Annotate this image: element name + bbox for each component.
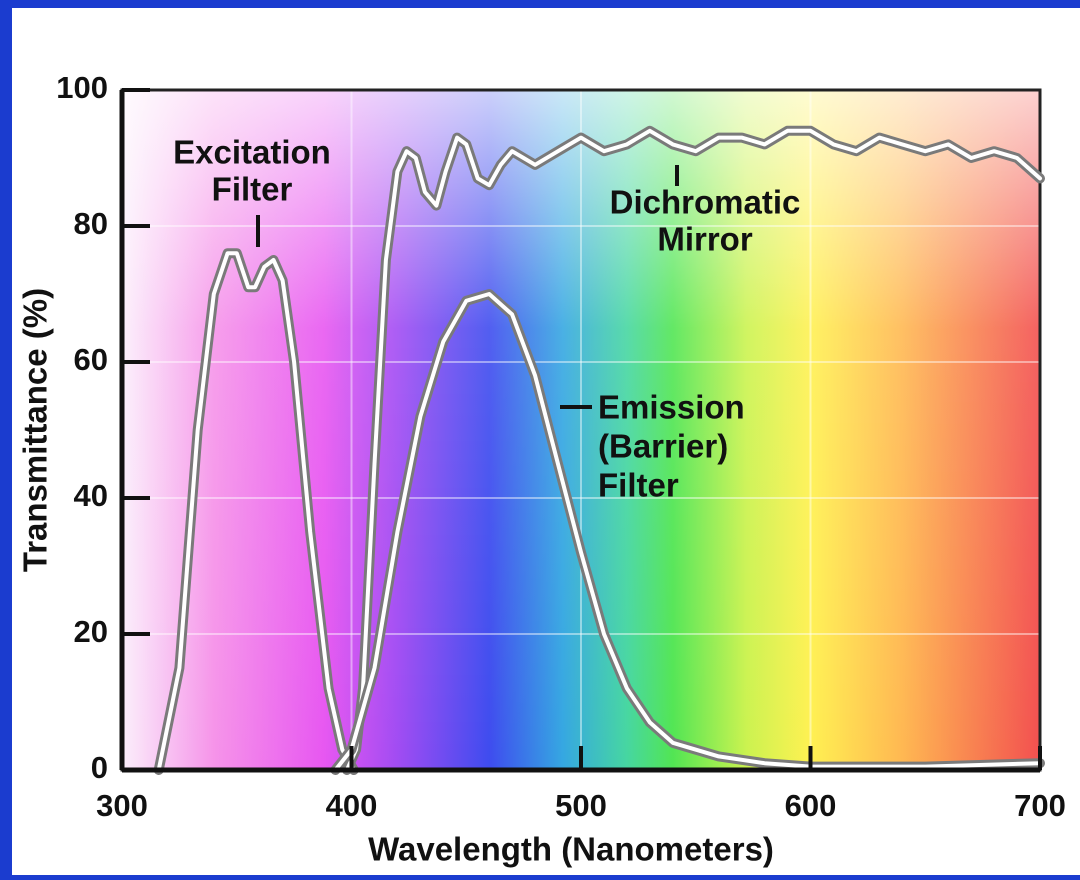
y-tick-label: 0 (91, 750, 108, 785)
y-tick-label: 100 (56, 70, 108, 105)
y-tick-label: 20 (74, 614, 108, 649)
x-tick-label: 600 (785, 788, 837, 823)
annotation: Emission (598, 389, 745, 426)
x-axis-title: Wavelength (Nanometers) (368, 831, 774, 868)
chart: 0 20 40 60 80 100 300 400 500 600 700 Wavelength (N… (0, 0, 1080, 875)
page: {"chart_data": { "type": "line", "xlabel… (0, 0, 1080, 875)
y-axis-title: Transmittance (%) (17, 288, 54, 572)
annotation: (Barrier) (598, 428, 728, 465)
annotation: Mirror (657, 221, 753, 258)
x-tick-label: 500 (555, 788, 607, 823)
annotation: Filter (212, 171, 293, 208)
x-tick-label: 300 (96, 788, 148, 823)
x-tick-label: 400 (326, 788, 378, 823)
y-tick-label: 80 (74, 206, 108, 241)
x-tick-label: 700 (1014, 788, 1066, 823)
annotation: Excitation (173, 134, 331, 171)
annotation: Filter (598, 467, 679, 504)
y-tick-label: 60 (74, 342, 108, 377)
annotation: Dichromatic (610, 184, 801, 221)
y-tick-label: 40 (74, 478, 108, 513)
